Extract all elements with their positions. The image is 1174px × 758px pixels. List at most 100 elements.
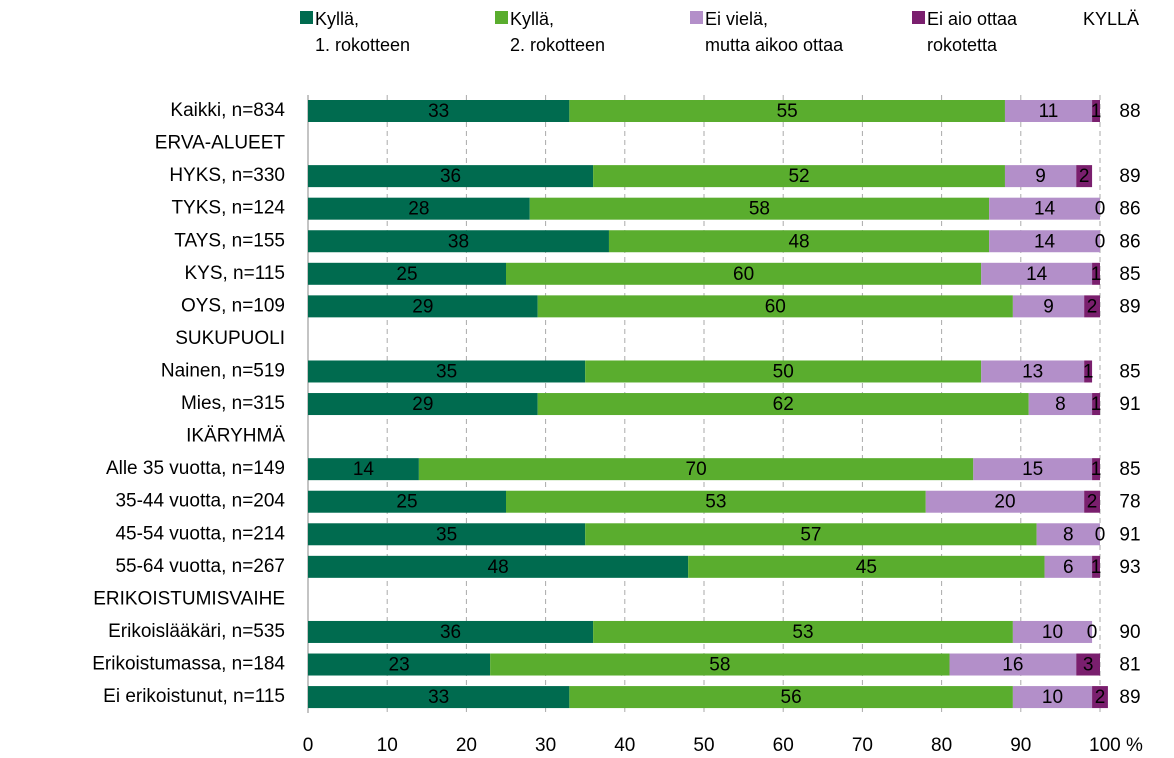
data-label: 8 — [1055, 394, 1066, 415]
data-label: 10 — [1042, 687, 1063, 708]
total-label: 89 — [1119, 296, 1140, 317]
totals-header: KYLLÄ — [1083, 9, 1140, 29]
data-label: 35 — [436, 524, 457, 545]
bar-segment — [593, 165, 1005, 188]
data-label: 55 — [777, 101, 798, 122]
bar-segment — [308, 686, 570, 709]
category-label: Mies, n=315 — [181, 393, 285, 414]
x-tick-label: 10 — [377, 735, 398, 756]
data-label: 50 — [773, 361, 794, 382]
bar-segment — [308, 393, 538, 416]
x-tick-label: 70 — [852, 735, 873, 756]
x-tick-label: 30 — [535, 735, 556, 756]
bar-segment — [308, 653, 491, 676]
data-label: 38 — [448, 231, 469, 252]
data-label: 60 — [733, 264, 754, 285]
category-label: Alle 35 vuotta, n=149 — [106, 458, 285, 479]
data-label: 23 — [389, 655, 410, 676]
total-label: 91 — [1119, 394, 1140, 415]
category-label: Kaikki, n=834 — [170, 100, 285, 121]
data-label: 53 — [792, 622, 813, 643]
data-label: 14 — [1026, 264, 1048, 285]
bar-segment — [593, 620, 1013, 643]
total-label: 89 — [1119, 687, 1140, 708]
x-tick-label: 90 — [1010, 735, 1031, 756]
bar-segment — [989, 230, 1100, 253]
data-label: 14 — [1034, 231, 1056, 252]
bar-segment — [981, 360, 1085, 383]
bar-segment — [925, 490, 1085, 513]
data-label: 36 — [440, 166, 461, 187]
x-tick-label: 60 — [773, 735, 794, 756]
total-label: 90 — [1119, 622, 1140, 643]
data-label: 45 — [856, 557, 877, 578]
bar-segment — [418, 458, 974, 481]
category-label: ERIKOISTUMISVAIHE — [93, 588, 285, 609]
bar-segment — [1084, 295, 1100, 318]
data-label: 15 — [1022, 459, 1043, 480]
data-label: 57 — [800, 524, 821, 545]
category-label: ERVA-ALUEET — [155, 133, 286, 154]
data-label: 1 — [1083, 361, 1094, 382]
data-label: 8 — [1063, 524, 1074, 545]
data-label: 0 — [1087, 622, 1098, 643]
data-label: 58 — [749, 199, 770, 220]
data-label: 11 — [1039, 101, 1059, 122]
bar-segment — [308, 165, 594, 188]
data-label: 0 — [1095, 524, 1106, 545]
category-label: SUKUPUOLI — [175, 328, 285, 349]
data-label: 1 — [1091, 101, 1102, 122]
bar-segment — [1092, 458, 1100, 481]
bar-segment — [308, 262, 506, 285]
data-label: 1 — [1091, 264, 1102, 285]
bar-segment — [1084, 490, 1100, 513]
data-label: 52 — [788, 166, 809, 187]
bar-segment — [1028, 393, 1093, 416]
bar-segment — [1092, 100, 1100, 122]
category-label: HYKS, n=330 — [169, 165, 285, 186]
legend-label: Ei vielä, mutta aikoo ottaa — [705, 9, 844, 55]
bar-segment — [1036, 523, 1100, 546]
data-label: 1 — [1091, 394, 1102, 415]
data-label: 2 — [1087, 296, 1098, 317]
legend-swatch — [690, 11, 703, 24]
data-label: 16 — [1002, 655, 1023, 676]
category-label: TYKS, n=124 — [171, 198, 285, 219]
total-label: 88 — [1119, 101, 1140, 122]
bar-segment — [1092, 393, 1100, 416]
bar-segment — [308, 295, 538, 318]
bar-segment — [308, 230, 609, 253]
data-label: 1 — [1091, 557, 1102, 578]
data-label: 25 — [396, 264, 417, 285]
legend-label: Kyllä, 1. rokotteen — [315, 9, 411, 55]
bar-segment — [973, 458, 1093, 481]
data-label: 14 — [353, 459, 375, 480]
category-label: KYS, n=115 — [184, 263, 285, 284]
data-label: 29 — [412, 296, 433, 317]
x-tick-label: 100 % — [1089, 735, 1143, 756]
bar-segment — [989, 197, 1100, 220]
data-label: 35 — [436, 361, 457, 382]
legend-label: Ei aio ottaa rokotetta — [927, 9, 1018, 55]
bar-segment — [1076, 653, 1100, 676]
x-tick-label: 40 — [614, 735, 635, 756]
category-label: Erikoislääkäri, n=535 — [108, 621, 285, 642]
category-label: Erikoistumassa, n=184 — [92, 654, 285, 675]
data-label: 6 — [1063, 557, 1074, 578]
bar-segment — [1004, 100, 1093, 122]
bar-segment — [1084, 360, 1093, 383]
bar-segment — [308, 197, 530, 220]
data-label: 33 — [428, 687, 449, 708]
total-label: 93 — [1119, 557, 1140, 578]
category-label: 45-54 vuotta, n=214 — [115, 523, 285, 544]
data-label: 2 — [1095, 687, 1106, 708]
bar-segment — [1004, 165, 1077, 188]
data-label: 2 — [1087, 492, 1098, 513]
bar-segment — [1012, 686, 1093, 709]
data-label: 29 — [412, 394, 433, 415]
bar-segment — [308, 555, 689, 578]
legend-swatch — [912, 11, 925, 24]
bar-segment — [1092, 555, 1100, 578]
bar-segment — [569, 100, 1005, 122]
